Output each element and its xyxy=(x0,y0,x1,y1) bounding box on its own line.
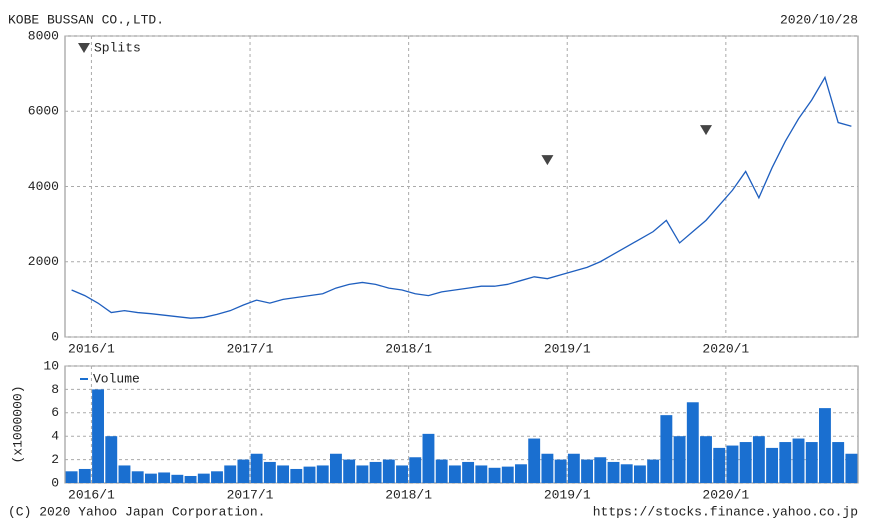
volume-bar xyxy=(144,473,157,483)
plot-frame xyxy=(64,365,859,484)
volume-bar xyxy=(237,459,250,483)
y-tick-label: 2 xyxy=(51,452,59,467)
volume-bar xyxy=(832,442,845,483)
y-tick-label: 6 xyxy=(51,405,59,420)
x-tick-label: 2020/1 xyxy=(702,487,749,502)
volume-bar xyxy=(594,457,607,483)
volume-bar xyxy=(409,457,422,483)
volume-bar xyxy=(369,461,382,483)
volume-bar xyxy=(277,465,290,483)
volume-bar xyxy=(171,474,184,483)
y-tick-label: 8 xyxy=(51,382,59,397)
volume-bar xyxy=(422,433,435,483)
volume-bar xyxy=(250,453,263,483)
volume-bar xyxy=(660,415,673,483)
split-marker xyxy=(700,125,713,136)
volume-bar xyxy=(92,389,104,483)
volume-bar xyxy=(329,453,342,483)
y-axis-label: (x1000000) xyxy=(10,385,25,463)
split-marker xyxy=(541,155,554,166)
volume-bar xyxy=(475,465,488,483)
legend-label: Volume xyxy=(93,371,140,386)
volume-bar xyxy=(673,436,686,483)
x-tick-label: 2018/1 xyxy=(385,487,432,502)
volume-bar xyxy=(224,465,237,483)
volume-bar xyxy=(316,465,329,483)
volume-bar xyxy=(686,402,699,483)
volume-bar xyxy=(779,442,792,483)
y-tick-label: 8000 xyxy=(28,28,59,43)
source-url: https://stocks.finance.yahoo.co.jp xyxy=(593,504,858,519)
y-tick-label: 6000 xyxy=(28,104,59,119)
volume-bar xyxy=(713,447,726,483)
volume-bar xyxy=(845,453,858,483)
volume-bar xyxy=(118,465,131,483)
volume-bar xyxy=(633,465,646,483)
y-tick-label: 10 xyxy=(43,358,59,373)
volume-bar xyxy=(197,473,210,483)
volume-bar xyxy=(488,467,501,483)
volume-bar xyxy=(752,436,765,483)
volume-bar xyxy=(396,465,408,483)
x-tick-label: 2019/1 xyxy=(544,341,591,356)
volume-bar xyxy=(766,447,779,483)
volume-bar xyxy=(739,442,752,483)
y-tick-label: 4000 xyxy=(28,179,59,194)
copyright: (C) 2020 Yahoo Japan Corporation. xyxy=(8,504,265,519)
volume-bar xyxy=(647,459,660,483)
volume-bar xyxy=(819,408,831,483)
volume-bar xyxy=(620,464,633,483)
volume-bar xyxy=(356,465,369,483)
volume-bar xyxy=(448,465,461,483)
volume-bar xyxy=(462,461,475,483)
volume-bar xyxy=(158,472,171,483)
volume-bar xyxy=(607,461,620,483)
volume-bar xyxy=(65,471,78,483)
legend-symbol xyxy=(78,43,90,53)
x-tick-label: 2019/1 xyxy=(544,487,591,502)
company-name: KOBE BUSSAN CO.,LTD. xyxy=(8,12,164,27)
volume-bar xyxy=(263,461,276,483)
y-tick-label: 2000 xyxy=(28,254,59,269)
volume-bar xyxy=(554,459,567,483)
legend-label: Splits xyxy=(94,40,141,55)
volume-bar xyxy=(700,436,712,483)
volume-bar xyxy=(211,471,223,483)
x-tick-label: 2017/1 xyxy=(227,341,274,356)
y-tick-label: 0 xyxy=(51,329,59,344)
volume-bar xyxy=(581,459,594,483)
price-line xyxy=(71,75,852,319)
volume-bar xyxy=(290,468,303,483)
volume-bar xyxy=(78,468,91,483)
y-tick-label: 0 xyxy=(51,475,59,490)
volume-bar xyxy=(567,453,580,483)
volume-bar xyxy=(515,464,527,483)
y-tick-label: 4 xyxy=(51,429,59,444)
x-tick-label: 2018/1 xyxy=(385,341,432,356)
x-tick-label: 2016/1 xyxy=(68,341,115,356)
volume-bar xyxy=(528,438,541,483)
volume-bar xyxy=(792,438,805,483)
chart-date: 2020/10/28 xyxy=(780,12,858,27)
volume-bar xyxy=(303,466,316,483)
volume-bar xyxy=(726,445,739,483)
volume-bar xyxy=(105,436,118,483)
x-tick-label: 2017/1 xyxy=(227,487,274,502)
volume-bar xyxy=(343,459,356,483)
volume-bar xyxy=(382,459,395,483)
volume-bar xyxy=(541,453,554,483)
volume-bar xyxy=(435,459,448,483)
volume-bar xyxy=(131,471,144,483)
x-tick-label: 2016/1 xyxy=(68,487,115,502)
volume-bar xyxy=(501,466,514,483)
x-tick-label: 2020/1 xyxy=(702,341,749,356)
volume-bar xyxy=(184,475,197,483)
volume-bar xyxy=(805,442,818,483)
